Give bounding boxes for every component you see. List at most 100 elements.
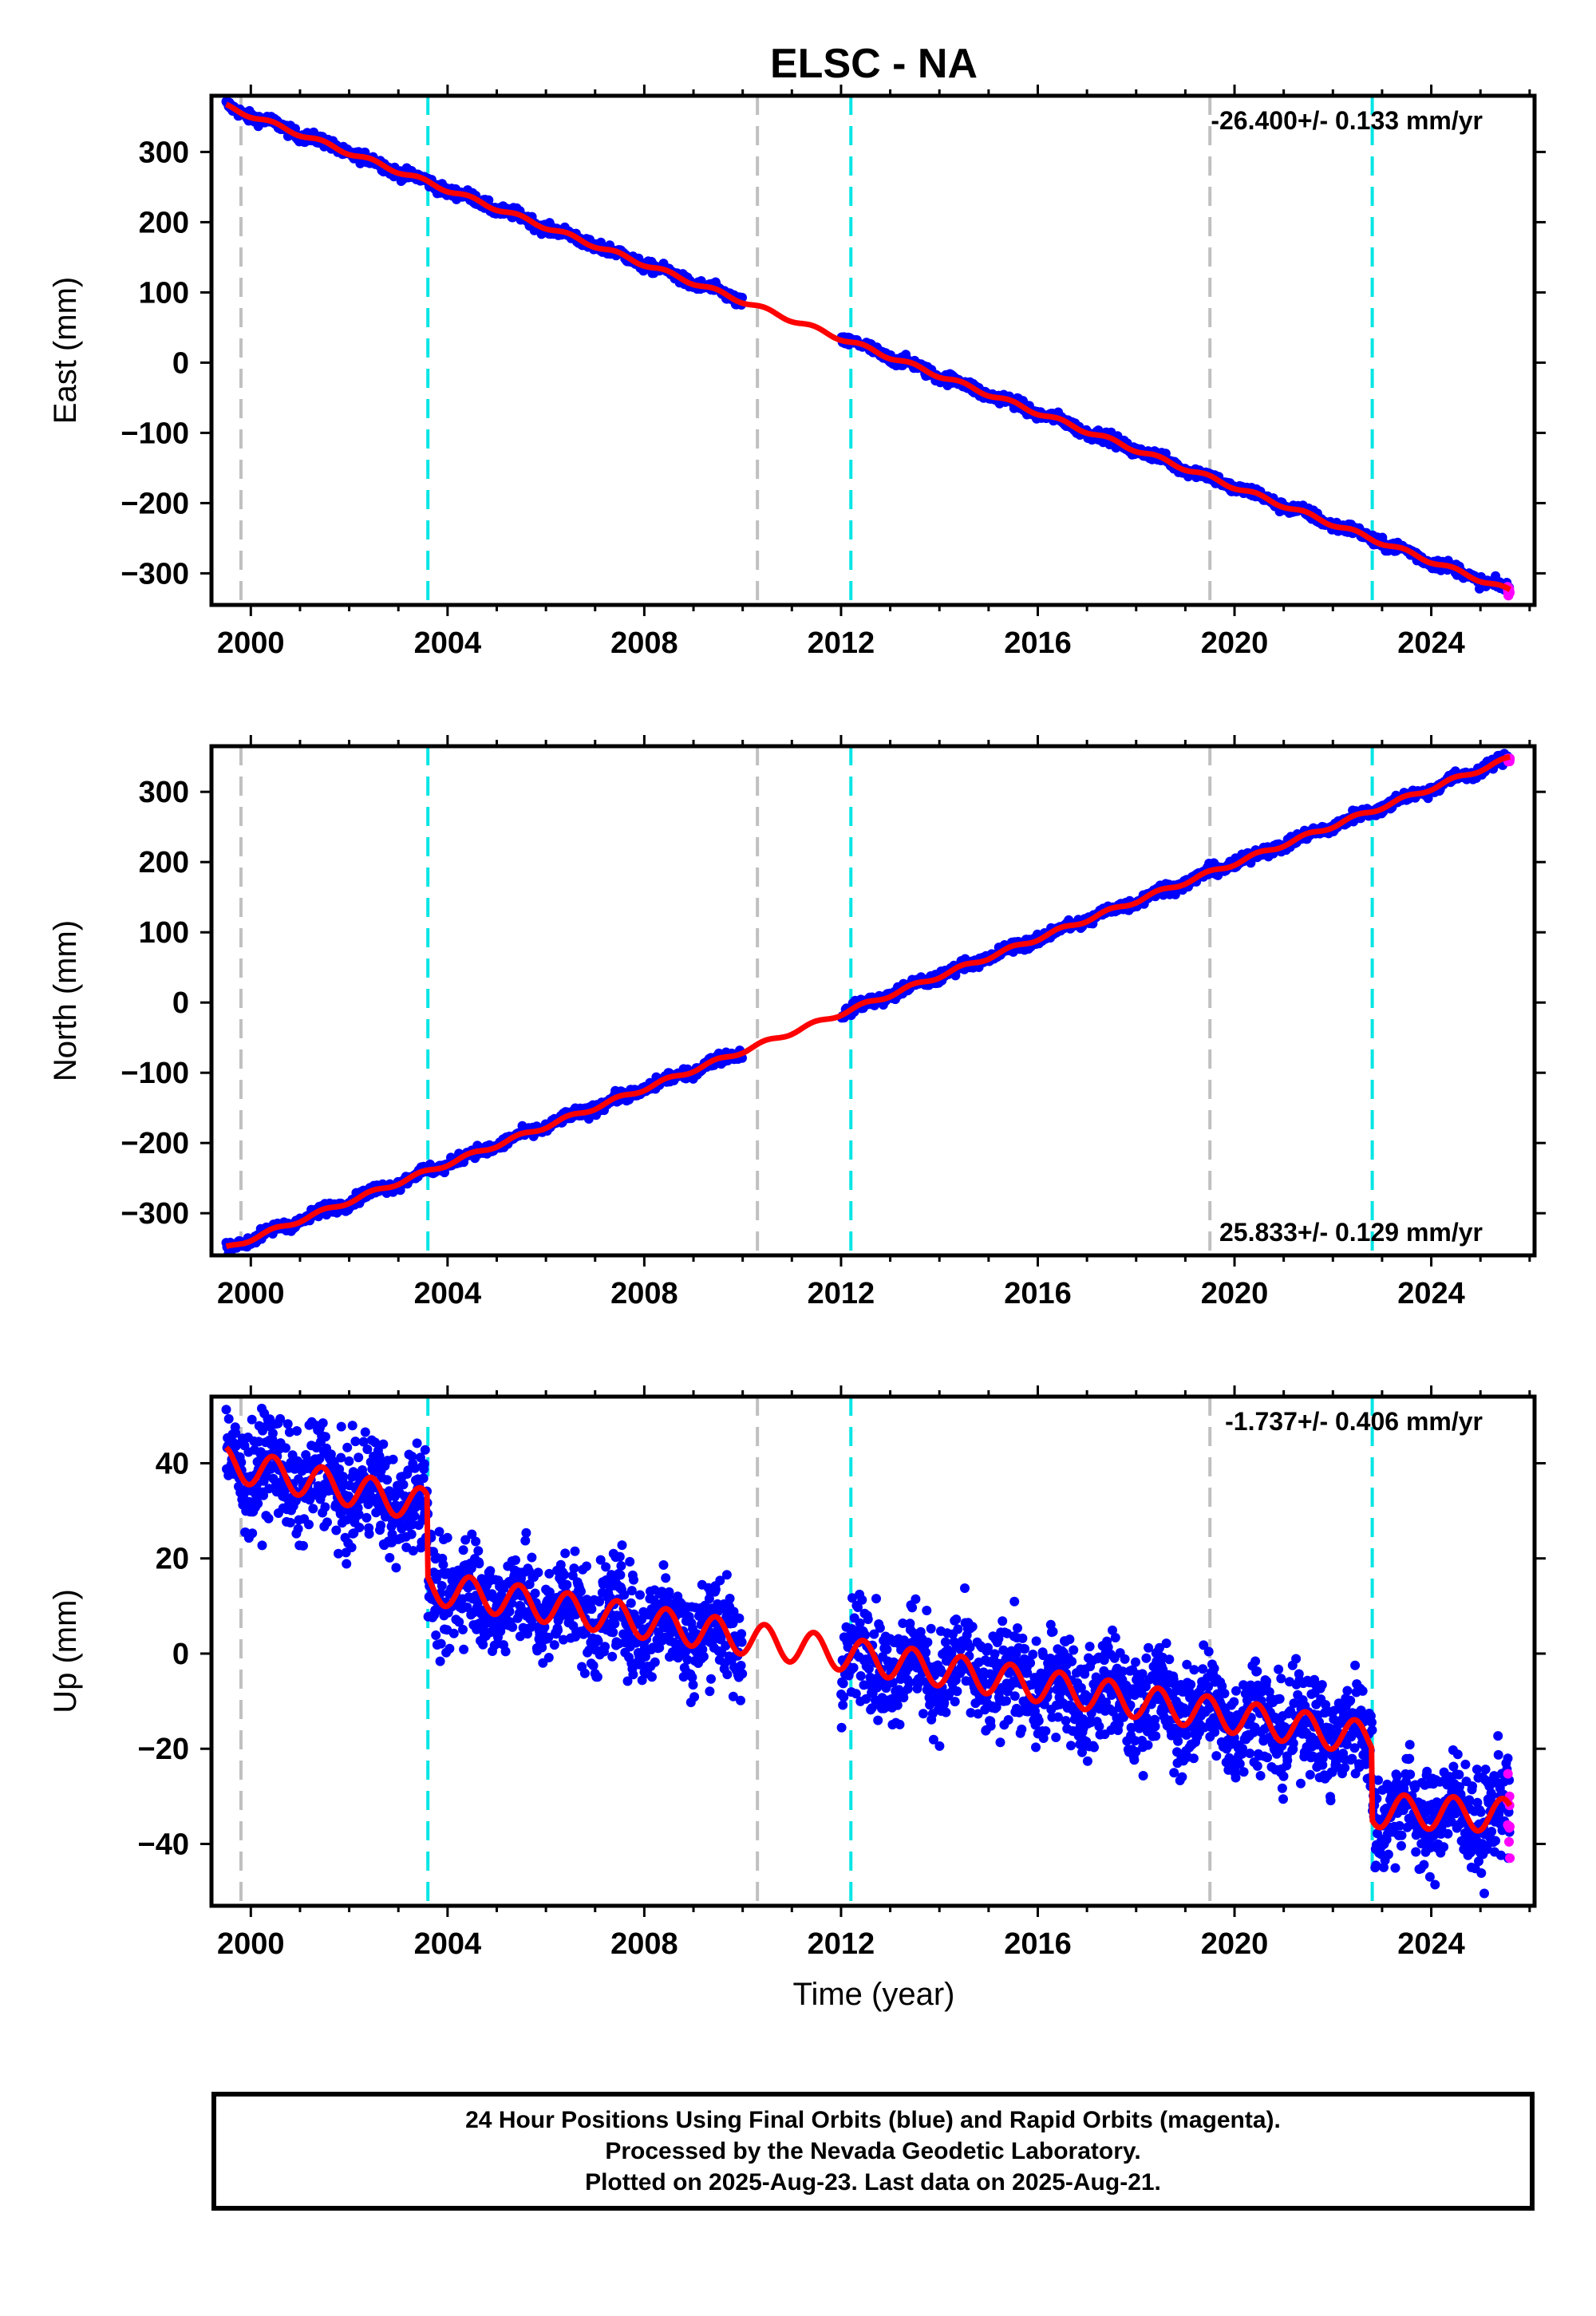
data-point <box>257 1540 267 1551</box>
data-point <box>474 1559 484 1569</box>
data-point <box>847 1593 857 1603</box>
data-point <box>654 1642 665 1653</box>
data-point <box>922 1637 933 1647</box>
data-point <box>869 1629 879 1639</box>
data-point <box>952 1686 962 1697</box>
data-point <box>860 1630 871 1640</box>
x-tick-label: 2004 <box>414 1277 482 1310</box>
data-point <box>593 1636 603 1646</box>
data-point <box>1041 1726 1051 1736</box>
data-point <box>940 1637 950 1647</box>
data-point <box>966 1708 976 1718</box>
data-point <box>275 1413 286 1424</box>
data-point <box>582 1561 591 1571</box>
scatter-final-orbits <box>221 1403 1515 1899</box>
data-point <box>308 1504 318 1514</box>
data-point <box>431 1630 441 1640</box>
data-point <box>689 1692 700 1702</box>
data-point <box>364 1529 374 1539</box>
data-point <box>539 1622 550 1632</box>
data-point <box>721 1570 732 1580</box>
data-point <box>728 1691 738 1701</box>
data-point <box>934 1741 945 1751</box>
data-point <box>334 1464 345 1474</box>
data-point <box>1033 1716 1044 1726</box>
x-tick-label: 2016 <box>1004 1277 1072 1310</box>
data-point <box>485 1566 496 1576</box>
data-point <box>626 1598 636 1608</box>
data-point <box>285 1517 295 1528</box>
data-point <box>608 1627 618 1638</box>
data-point <box>904 1678 915 1688</box>
x-tick-label: 2012 <box>808 1277 875 1310</box>
data-point <box>410 1463 420 1473</box>
data-point <box>1067 1656 1077 1666</box>
data-point <box>555 1559 566 1570</box>
rate-label: 25.833+/- 0.129 mm/yr <box>1219 1218 1483 1247</box>
data-point <box>1017 1633 1028 1643</box>
data-point <box>231 1428 241 1438</box>
data-point <box>553 1625 563 1635</box>
data-point <box>284 1427 294 1437</box>
data-point <box>628 1670 638 1680</box>
data-point <box>458 1624 468 1634</box>
data-point <box>1082 1756 1092 1766</box>
data-point <box>263 1513 274 1524</box>
data-point <box>950 1697 960 1707</box>
data-point <box>1089 1742 1099 1753</box>
data-point <box>706 1674 716 1684</box>
data-point <box>861 1694 871 1704</box>
y-tick-label: 200 <box>139 846 189 879</box>
data-point <box>376 1520 386 1531</box>
data-point <box>1048 1626 1058 1637</box>
data-point <box>559 1634 568 1645</box>
data-point <box>1009 1596 1020 1607</box>
data-point <box>511 1555 520 1565</box>
data-point <box>507 1598 517 1608</box>
data-point <box>871 1594 881 1604</box>
data-point <box>354 1523 365 1532</box>
data-point <box>382 1475 393 1485</box>
data-point <box>544 1587 555 1597</box>
panel-frame <box>209 93 1537 607</box>
data-point <box>907 1603 918 1613</box>
x-tick-label: 2000 <box>217 626 285 660</box>
data-point <box>836 1722 847 1733</box>
data-point <box>467 1529 477 1539</box>
x-tick-label: 2024 <box>1397 1277 1465 1310</box>
data-point <box>336 1452 346 1463</box>
data-point <box>875 1622 885 1633</box>
data-point <box>697 1644 708 1654</box>
data-point <box>967 1622 978 1632</box>
data-point <box>941 1707 951 1717</box>
data-point <box>282 1419 293 1429</box>
data-point <box>622 1676 633 1686</box>
y-tick-label: 300 <box>139 776 189 809</box>
data-point <box>560 1548 571 1559</box>
data-point <box>537 1642 547 1653</box>
data-point <box>1025 1658 1036 1668</box>
data-point <box>562 1579 572 1590</box>
data-point <box>986 1721 996 1731</box>
data-point <box>407 1451 417 1461</box>
data-point <box>336 1421 346 1432</box>
data-point <box>1065 1634 1075 1645</box>
chart-title: ELSC - NA <box>770 41 978 87</box>
data-point <box>1003 1715 1013 1725</box>
data-point <box>1028 1650 1038 1659</box>
data-point <box>855 1671 866 1681</box>
data-point <box>922 1606 932 1615</box>
data-point <box>570 1546 580 1556</box>
panel-frame <box>209 744 1537 1258</box>
data-point <box>281 1443 290 1453</box>
data-point <box>661 1573 671 1583</box>
data-point <box>460 1535 471 1545</box>
data-point <box>998 1616 1008 1626</box>
data-point <box>361 1512 372 1523</box>
data-point <box>1423 793 1433 804</box>
data-point <box>619 1590 630 1600</box>
data-point <box>374 1451 385 1461</box>
data-point <box>354 1509 364 1520</box>
data-point <box>459 1644 469 1654</box>
